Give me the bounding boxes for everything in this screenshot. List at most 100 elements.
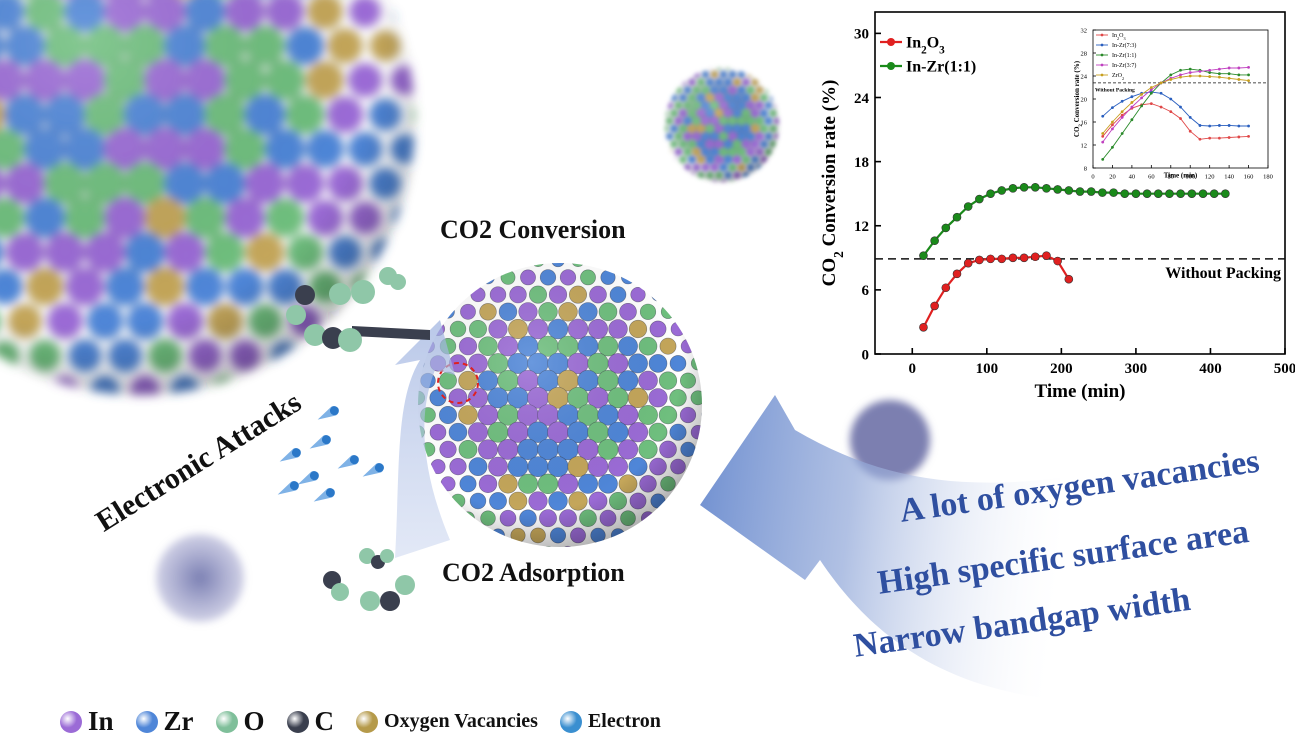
data-point: [1227, 72, 1231, 76]
oxygen-vacancy-highlight: [437, 362, 479, 404]
data-point: [1221, 189, 1230, 198]
data-point: [1188, 67, 1192, 71]
x-tick-label: 40: [1129, 174, 1136, 181]
data-point: [1198, 74, 1202, 78]
data-point: [1075, 187, 1085, 196]
x-tick-label: 200: [1050, 361, 1073, 377]
co2-conversion-label: CO2 Conversion: [440, 215, 626, 244]
data-point: [1130, 95, 1134, 99]
legend-marker: [1100, 73, 1104, 77]
x-tick-label: 60: [1148, 174, 1155, 181]
data-point: [1217, 124, 1221, 127]
data-point: [1247, 65, 1250, 69]
series-line: [1102, 68, 1249, 160]
data-point: [1019, 253, 1029, 263]
data-point: [1101, 132, 1105, 135]
blurred-sphere-right: [850, 400, 930, 480]
electron-icon: [337, 455, 359, 469]
data-point: [1064, 186, 1074, 195]
y-tick-label: 32: [1081, 27, 1088, 34]
data-point: [975, 255, 984, 265]
legend-marker: [1100, 43, 1104, 47]
series-line: [1102, 91, 1249, 127]
data-point: [1140, 93, 1144, 96]
x-tick-label: 100: [976, 361, 999, 377]
data-point: [952, 269, 962, 279]
x-tick-label: 180: [1263, 174, 1273, 181]
data-point: [1247, 79, 1250, 82]
data-point: [1140, 104, 1144, 108]
data-point: [1030, 252, 1040, 262]
data-point: [1188, 129, 1192, 133]
data-point: [1179, 68, 1182, 72]
data-point: [1120, 110, 1124, 114]
data-point: [1019, 182, 1029, 192]
nanocluster-main: [418, 263, 702, 547]
x-tick-label: 0: [909, 361, 917, 377]
y-tick-label: 12: [1081, 142, 1088, 149]
data-point: [1101, 134, 1105, 138]
data-point: [1198, 189, 1208, 198]
y-tick-label: 6: [862, 283, 870, 299]
data-point: [1237, 73, 1241, 77]
data-point: [1179, 73, 1182, 77]
data-point: [1101, 140, 1105, 144]
legend-label: O: [243, 706, 265, 736]
electron-group: [277, 406, 384, 502]
data-point: [1120, 113, 1124, 117]
data-point: [1247, 73, 1250, 77]
data-point: [1188, 116, 1192, 119]
data-point: [919, 251, 928, 260]
y-tick-label: 8: [1084, 165, 1087, 172]
data-point: [1120, 132, 1124, 135]
data-point: [1237, 66, 1241, 70]
feature-arrow: [700, 395, 1060, 700]
legend-label: In-Zr(7:3): [1112, 42, 1136, 49]
data-point: [1008, 184, 1018, 193]
data-point: [1153, 189, 1163, 198]
legend-marker: [1100, 53, 1104, 57]
x-tick-label: 80: [1168, 174, 1175, 181]
data-point: [1053, 256, 1062, 266]
data-point: [941, 223, 951, 233]
legend-label: C: [314, 706, 335, 736]
data-point: [1179, 117, 1182, 120]
data-point: [1098, 188, 1107, 197]
legend-marker: [887, 38, 895, 46]
data-point: [1149, 86, 1153, 89]
data-point: [1101, 114, 1105, 118]
reference-line-label: Without Packing: [1165, 265, 1281, 282]
data-point: [1159, 81, 1163, 85]
data-point: [1237, 124, 1241, 128]
data-point: [1208, 75, 1212, 78]
data-point: [1149, 102, 1153, 105]
legend-label: In-Zr(1:1): [1112, 52, 1136, 59]
data-point: [1227, 136, 1231, 139]
data-point: [997, 254, 1007, 264]
legend-item: In: [60, 706, 114, 737]
plot-frame: [874, 11, 1286, 355]
x-tick-label: 100: [1185, 174, 1195, 181]
legend-item: Electron: [559, 710, 661, 733]
data-point: [986, 254, 995, 264]
data-point: [1169, 73, 1173, 77]
legend-label: Oxygen Vacancies: [384, 710, 538, 732]
data-point: [941, 283, 951, 293]
data-point: [1159, 105, 1163, 109]
x-tick-label: 400: [1199, 361, 1222, 377]
atom-swatch-icon: [215, 710, 238, 733]
x-tick-label: 160: [1244, 174, 1254, 181]
data-point: [963, 258, 973, 268]
data-point: [1131, 189, 1141, 198]
data-point: [1169, 110, 1173, 114]
atom-swatch-icon: [135, 710, 158, 733]
legend-marker: [1100, 63, 1104, 67]
blurred-sphere-bottom-left: [156, 534, 244, 622]
data-point: [1140, 96, 1144, 100]
data-point: [1111, 106, 1114, 110]
legend-item: Oxygen Vacancies: [356, 710, 538, 733]
y-tick-label: 24: [854, 91, 870, 107]
data-point: [1208, 136, 1212, 140]
co2-molecules-released: [323, 548, 415, 611]
